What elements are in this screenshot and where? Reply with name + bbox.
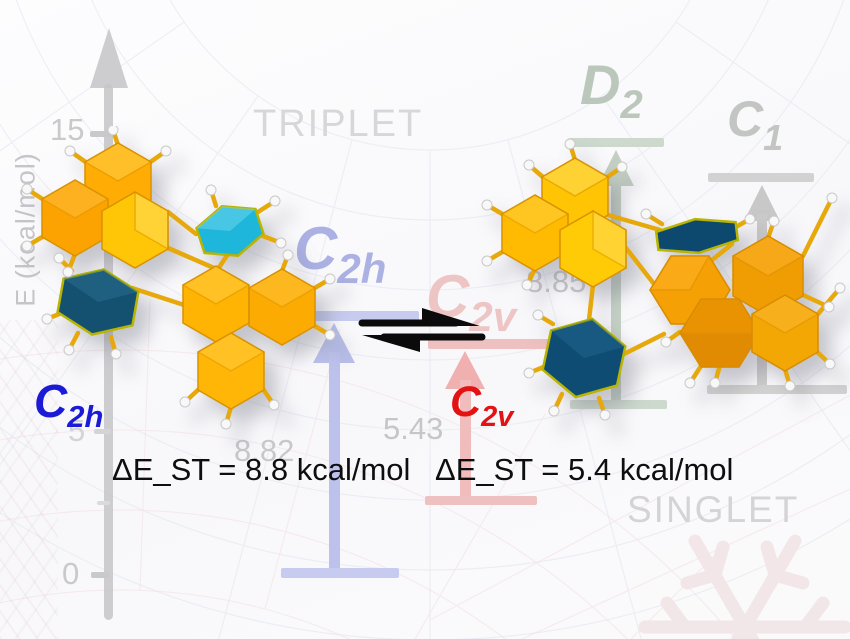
d2-lower-level-bar (570, 400, 667, 409)
molecule-c2h (21, 126, 336, 430)
c1-lower-level-bar (707, 385, 847, 394)
c1-level-label: C1 (727, 91, 784, 158)
d2-level-label: D2 (580, 53, 643, 127)
axis-minor-tick-mark (97, 501, 110, 505)
axis-tick-0: 0 (62, 556, 80, 591)
energy-axis-line (104, 84, 113, 620)
c2h-watermark-label: C2h (294, 215, 387, 292)
benzene-ring-navy-edge (654, 217, 740, 255)
c2v-symmetry-label: C2v (450, 378, 514, 433)
up-arrow-icon (90, 28, 128, 88)
c2v-upper-level-bar (428, 339, 562, 349)
c2h-symmetry-label: C2h (34, 375, 104, 434)
benzene-ring-navy (541, 317, 627, 399)
triplet-label: TRIPLET (253, 103, 424, 145)
c2h-upper-level-bar (299, 311, 419, 321)
benzene-ring-cyan (195, 204, 265, 258)
right-energy-gap-text: ΔE_ST = 5.4 kcal/mol (435, 452, 734, 487)
hydrogen-atoms (481, 138, 846, 421)
background-hatch (0, 320, 58, 639)
snowflake-icon (638, 534, 850, 639)
equilibrium-arrows-icon (358, 308, 486, 352)
d2-arrow-shaft (611, 180, 621, 404)
c2v-gap-value: 5.43 (383, 411, 444, 446)
c2v-lower-level-bar (425, 496, 537, 505)
phenalenyl-rings-yellow (500, 157, 627, 288)
axis-tick-mark-15 (90, 131, 112, 137)
c2h-arrow-shaft (329, 352, 340, 574)
phenalenyl-rings-orange (40, 142, 317, 410)
c2h-gap-value: 8.82 (234, 433, 295, 468)
left-energy-gap-text: ΔE_ST = 8.8 kcal/mol (112, 452, 411, 487)
axis-tick-15: 15 (50, 112, 85, 147)
axis-tick-mark-5 (94, 429, 111, 434)
axis-tick-5: 5 (68, 413, 86, 448)
hydrogen-atoms (21, 126, 336, 430)
c1-upper-level-bar (708, 173, 814, 182)
c2v-arrow-shaft (460, 380, 471, 500)
benzene-ring-navy (56, 268, 140, 336)
d2-upper-level-bar (568, 138, 664, 147)
phenalenyl-rings-orange-3d (648, 235, 820, 372)
c2h-lower-level-bar (281, 568, 399, 578)
axis-tick-mark-0 (91, 572, 109, 578)
molecule-c2v (481, 138, 846, 421)
singlet-label: SINGLET (627, 489, 800, 530)
